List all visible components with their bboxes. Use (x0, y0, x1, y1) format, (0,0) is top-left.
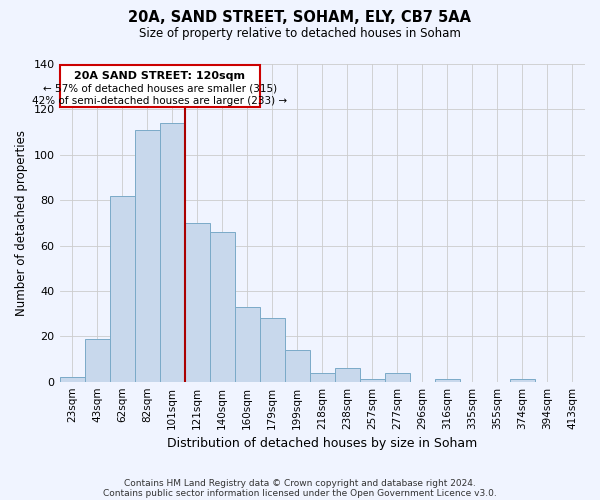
Bar (285, 350, 310, 382)
Bar (360, 380, 385, 382)
Bar (260, 318, 285, 382)
Bar (160, 123, 185, 382)
Text: ← 57% of detached houses are smaller (315): ← 57% of detached houses are smaller (31… (43, 84, 277, 94)
Bar (110, 196, 134, 382)
Bar (310, 372, 335, 382)
Text: 20A, SAND STREET, SOHAM, ELY, CB7 5AA: 20A, SAND STREET, SOHAM, ELY, CB7 5AA (128, 10, 472, 25)
Bar (335, 368, 360, 382)
Bar (185, 223, 209, 382)
Text: Contains public sector information licensed under the Open Government Licence v3: Contains public sector information licen… (103, 490, 497, 498)
Bar (235, 307, 260, 382)
Bar (59, 377, 85, 382)
Text: 42% of semi-detached houses are larger (233) →: 42% of semi-detached houses are larger (… (32, 96, 287, 106)
Text: Contains HM Land Registry data © Crown copyright and database right 2024.: Contains HM Land Registry data © Crown c… (124, 478, 476, 488)
FancyBboxPatch shape (59, 65, 260, 107)
Text: Size of property relative to detached houses in Soham: Size of property relative to detached ho… (139, 28, 461, 40)
Bar (134, 130, 160, 382)
Bar (510, 380, 535, 382)
Bar (385, 372, 410, 382)
Bar (209, 232, 235, 382)
Y-axis label: Number of detached properties: Number of detached properties (15, 130, 28, 316)
Bar (435, 380, 460, 382)
Text: 20A SAND STREET: 120sqm: 20A SAND STREET: 120sqm (74, 71, 245, 81)
X-axis label: Distribution of detached houses by size in Soham: Distribution of detached houses by size … (167, 437, 478, 450)
Bar (85, 338, 110, 382)
